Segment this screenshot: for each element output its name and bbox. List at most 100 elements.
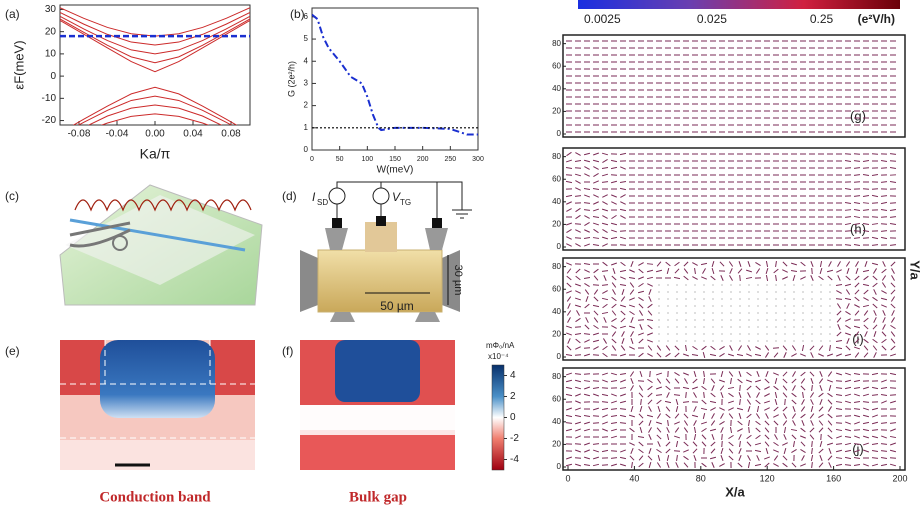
field-arrow <box>686 392 687 398</box>
x-tick-label: 50 <box>336 156 344 163</box>
y-tick-label: 40 <box>552 197 561 206</box>
colorbar-tick-label: 0.25 <box>810 12 834 26</box>
x-tick-label: 0 <box>565 473 570 483</box>
y-axis-label: Y/a <box>908 260 922 280</box>
y-tick-label: -20 <box>42 115 57 126</box>
field-arrow <box>863 210 869 211</box>
field-arrow <box>575 374 581 375</box>
panel-label: (i) <box>852 331 864 346</box>
field-arrow <box>602 271 608 272</box>
field-arrow <box>602 388 608 389</box>
field-arrow <box>593 444 599 445</box>
y-tick-label: 0 <box>557 462 562 471</box>
series-line <box>60 19 250 63</box>
field-arrow <box>836 299 842 300</box>
field-arrow <box>854 231 860 232</box>
y-tick-label: 0 <box>557 129 562 138</box>
field-arrow <box>881 231 887 232</box>
field-arrow <box>890 217 896 218</box>
field-arrow <box>773 348 779 349</box>
caption: Conduction band <box>99 489 211 505</box>
field-arrow <box>584 203 590 204</box>
x-tick-label: 0.08 <box>221 129 241 140</box>
field-arrow <box>890 388 896 389</box>
x-tick-label: 200 <box>417 156 429 163</box>
field-arrow <box>854 409 860 410</box>
x-axis-label: Ka/π <box>140 146 171 162</box>
field-arrow <box>845 210 851 211</box>
field-arrow <box>722 441 723 447</box>
y-tick-label: 20 <box>552 220 561 229</box>
field-arrow <box>650 371 651 377</box>
panel-label: (b) <box>290 7 305 21</box>
colorbar-tick-label: -2 <box>510 433 519 444</box>
field-arrow <box>740 385 741 391</box>
y-tick-label: 20 <box>552 440 561 449</box>
field-arrow <box>836 381 842 382</box>
y-tick-label: 10 <box>45 49 57 60</box>
series-line <box>312 15 478 135</box>
x-tick-label: 0.00 <box>145 129 165 140</box>
field-arrow <box>611 409 617 410</box>
y-tick-label: 4 <box>304 56 309 65</box>
y-tick-label: 60 <box>552 394 561 403</box>
field-arrow <box>722 434 723 440</box>
y-tick-label: 30 <box>45 4 57 15</box>
field-arrow <box>656 395 662 396</box>
y-tick-label: 40 <box>552 417 561 426</box>
field-arrow <box>575 458 581 459</box>
series-line <box>60 20 250 71</box>
field-arrow <box>611 458 617 459</box>
y-tick-label: 60 <box>552 61 561 70</box>
field-arrow <box>854 154 860 155</box>
y-tick-label: 80 <box>552 152 561 161</box>
caption: Bulk gap <box>349 489 407 505</box>
y-tick-label: 0 <box>304 145 309 154</box>
field-arrow <box>575 168 581 169</box>
field-arrow <box>845 154 851 155</box>
field-arrow <box>593 416 599 417</box>
y-tick-label: 0 <box>50 71 56 82</box>
field-arrow <box>881 217 887 218</box>
field-arrow <box>845 245 851 246</box>
field-arrow <box>641 399 642 405</box>
y-tick-label: 80 <box>552 372 561 381</box>
y-tick-label: 0 <box>557 352 562 361</box>
field-arrow <box>749 427 750 433</box>
colorbar-tick-label: 0.0025 <box>584 12 621 26</box>
y-tick-label: 80 <box>552 39 561 48</box>
heatmap-e <box>60 340 255 470</box>
plot-frame <box>60 5 250 125</box>
field-arrow <box>674 451 680 452</box>
field-arrow <box>602 437 608 438</box>
illustration-c <box>60 185 262 305</box>
y-tick-label: 20 <box>45 26 57 37</box>
x-tick-label: 250 <box>444 156 456 163</box>
field-arrow <box>602 182 608 183</box>
field-arrow <box>812 268 813 274</box>
field-arrow <box>683 402 689 403</box>
x-tick-label: -0.08 <box>68 129 91 140</box>
series-line <box>60 12 250 45</box>
field-arrow <box>812 441 813 447</box>
field-arrow <box>740 275 741 281</box>
y-tick-label: 2 <box>304 101 309 110</box>
field-arrow <box>872 458 878 459</box>
y-tick-label: 3 <box>304 79 309 88</box>
field-arrow <box>881 182 887 183</box>
x-tick-label: 300 <box>472 156 484 163</box>
field-arrow <box>566 423 572 424</box>
field-arrow <box>575 444 581 445</box>
panel-label: (a) <box>5 7 20 21</box>
x-tick-label: 0 <box>310 156 314 163</box>
y-tick-label: 40 <box>552 307 561 316</box>
y-tick-label: 0 <box>557 242 562 251</box>
field-arrow <box>872 189 878 190</box>
x-axis-label: X/a <box>725 484 745 499</box>
x-tick-label: 160 <box>826 473 841 483</box>
x-tick-label: 0.04 <box>183 129 203 140</box>
field-arrow <box>785 399 786 405</box>
x-axis-label: W(meV) <box>377 165 414 176</box>
field-arrow <box>584 348 590 349</box>
series-line <box>60 87 250 133</box>
